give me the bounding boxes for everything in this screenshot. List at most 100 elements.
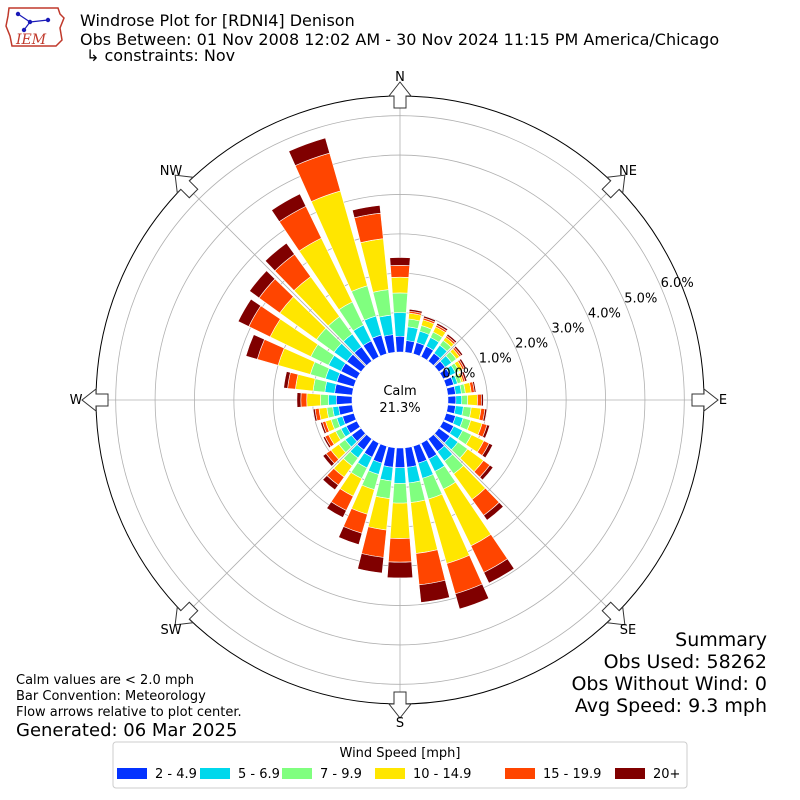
legend-swatch: [615, 768, 645, 779]
direction-label-nw: NW: [160, 164, 183, 179]
windrose-bar-segment: [295, 374, 316, 392]
radial-tick-label: 3.0%: [552, 321, 585, 336]
flow-arrow-icon: [601, 174, 626, 199]
generated-date: Generated: 06 Mar 2025: [16, 720, 237, 741]
legend-label: 2 - 4.9: [155, 767, 197, 782]
windrose-bar-segment: [283, 371, 291, 389]
windrose-bar-segment: [393, 312, 407, 337]
flow-arrow-icon: [601, 601, 626, 626]
windrose-bar-segment: [408, 308, 423, 314]
calm-threshold-note: Calm values are < 2.0 mph: [16, 673, 194, 688]
windrose-bar-segment: [306, 393, 322, 407]
windrose-bar-segment: [264, 242, 295, 272]
windrose-bar-segment: [477, 393, 482, 407]
legend-label: 10 - 14.9: [413, 767, 471, 782]
grid-spoke: [184, 433, 367, 616]
windrose-bar-segment: [482, 424, 491, 439]
windrose-bar-segment: [322, 436, 332, 449]
windrose-bar-segment: [394, 447, 406, 468]
direction-label-sw: SW: [160, 623, 181, 638]
windrose-bar-segment: [389, 257, 411, 267]
legend-swatch: [282, 768, 312, 779]
summary-heading: Summary: [675, 629, 767, 651]
radial-tick-label: 6.0%: [661, 276, 694, 291]
grid-spoke: [433, 184, 616, 367]
legend-label: 7 - 9.9: [320, 767, 362, 782]
radial-tick-label: 1.0%: [479, 352, 512, 367]
windrose-bar-segment: [300, 392, 308, 408]
windrose-bar-segment: [406, 465, 421, 484]
legend-swatch: [117, 768, 147, 779]
summary-obs-without-wind: Obs Without Wind: 0: [571, 673, 767, 695]
direction-label-s: S: [396, 716, 404, 731]
windrose-bar-segment: [458, 358, 467, 370]
flow-arrow-icon: [174, 601, 199, 626]
windrose-bar-segment: [335, 395, 353, 405]
grid-spoke: [184, 184, 367, 367]
windrose-bar-segment: [390, 265, 410, 278]
windrose-bar-segment: [296, 392, 302, 408]
windrose-bar-segment: [405, 326, 419, 343]
windrose-bars: [237, 137, 515, 610]
windrose-bar-segment: [386, 561, 414, 579]
speed-legend: Wind Speed [mph] 2 - 4.9 5 - 6.9 7 - 9.9 10…: [112, 741, 688, 789]
windrose-bar-segment: [453, 345, 464, 357]
direction-label-se: SE: [620, 623, 636, 638]
windrose-bar-segment: [312, 408, 318, 422]
radial-tick-label: 4.0%: [588, 306, 621, 321]
windrose-bar-segment: [472, 381, 477, 393]
windrose-bar-segment: [455, 395, 463, 405]
windrose-bar-segment: [467, 394, 478, 406]
legend-label: 5 - 6.9: [238, 767, 280, 782]
logo-text: IEM: [15, 32, 47, 48]
windrose-bar-segment: [375, 478, 392, 499]
windrose-bar-segment: [320, 421, 327, 435]
windrose-plot: 0.0% 1.0%2.0% 3.0%4.0%5.0% 6.0%: [81, 81, 719, 719]
legend-label: 20+: [653, 767, 680, 782]
windrose-bar-segment: [418, 579, 450, 603]
flow-arrow-icon: [174, 174, 199, 199]
legend-frame: [112, 741, 688, 789]
windrose-bar-segment: [351, 205, 382, 219]
flow-arrows-note: Flow arrows relative to plot center.: [16, 705, 242, 720]
legend-label: 15 - 19.9: [543, 767, 601, 782]
windrose-bar-segment: [288, 137, 331, 167]
windrose-bar-segment: [372, 289, 392, 318]
windrose-bar-segment: [483, 501, 504, 521]
windrose-bar-segment: [392, 292, 408, 314]
windrose-bar-segment: [454, 583, 490, 610]
legend-swatch: [200, 768, 230, 779]
windrose-bar-segment: [447, 395, 457, 405]
windrose-bar-segment: [245, 334, 265, 360]
windrose-bar-segment: [361, 526, 387, 558]
windrose-bar-segment: [404, 340, 415, 354]
summary-obs-used: Obs Used: 58262: [604, 651, 767, 673]
windrose-bar-segment: [436, 322, 449, 332]
flow-arrow-icon: [691, 387, 719, 413]
windrose-bar-segment: [328, 394, 337, 406]
windrose-bar-segment: [393, 467, 407, 484]
windrose-bar-segment: [271, 193, 307, 223]
radial-tick-labels: 0.0% 1.0%2.0% 3.0%4.0%5.0% 6.0%: [442, 276, 693, 381]
windrose-bar-segment: [312, 378, 328, 393]
windrose-bar-segment: [322, 453, 335, 467]
iem-logo: IEM: [5, 7, 65, 48]
station-network-icon: [15, 11, 51, 33]
calm-center-disk: [352, 352, 448, 448]
windrose-bar-segment: [395, 335, 405, 353]
legend-title: Wind Speed [mph]: [340, 746, 461, 761]
windrose-bar-segment: [237, 298, 262, 327]
radial-tick-label: 2.0%: [515, 336, 548, 351]
windrose-bar-segment: [390, 276, 410, 294]
windrose-bar-segment: [249, 270, 276, 299]
direction-label-ne: NE: [619, 164, 637, 179]
windrose-bar-segment: [338, 404, 354, 416]
direction-label-e: E: [719, 393, 727, 408]
legend-items: 2 - 4.9 5 - 6.9 7 - 9.9 10 - 14.9 15 - 19.9 2…: [117, 767, 680, 782]
calm-value: 21.3%: [379, 401, 420, 416]
grid-spoke: [433, 433, 616, 616]
flow-arrow-icon: [81, 387, 109, 413]
calm-label: Calm: [383, 384, 416, 399]
flow-arrow-icon: [387, 81, 413, 109]
